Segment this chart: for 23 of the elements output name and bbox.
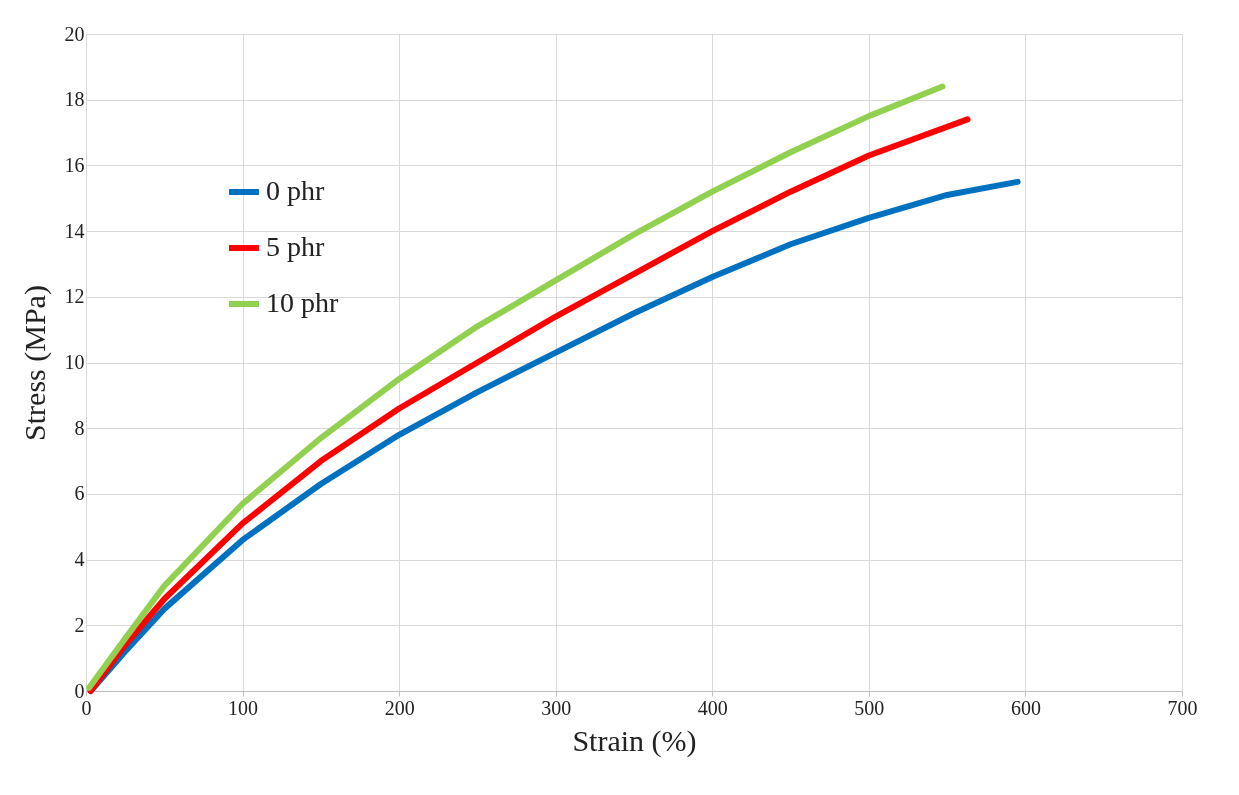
y-tick-label: 16 — [64, 153, 85, 176]
y-tick-label: 14 — [64, 219, 85, 242]
x-tick-label: 300 — [541, 696, 572, 719]
legend-label: 10 phr — [266, 287, 339, 318]
x-tick-label: 200 — [384, 696, 415, 719]
legend-label: 5 phr — [266, 231, 325, 262]
x-axis-title: Strain (%) — [572, 723, 697, 758]
x-tick-label: 600 — [1010, 696, 1041, 719]
x-tick-label: 500 — [854, 696, 885, 719]
x-tick-label: 100 — [228, 696, 259, 719]
legend-label: 0 phr — [266, 175, 325, 206]
y-tick-label: 20 — [64, 22, 85, 45]
y-tick-label: 10 — [64, 351, 85, 373]
y-tick-label: 0 — [74, 679, 85, 702]
y-tick-label: 12 — [64, 285, 85, 308]
y-tick-label: 2 — [74, 613, 85, 636]
y-tick-label: 4 — [74, 548, 85, 571]
x-tick-label: 400 — [697, 696, 728, 719]
y-tick-label: 6 — [74, 482, 85, 505]
y-tick-label: 18 — [64, 88, 85, 111]
x-tick-label: 700 — [1167, 696, 1198, 719]
y-axis-title: Stress (MPa) — [17, 285, 52, 441]
y-tick-label: 8 — [74, 416, 85, 439]
